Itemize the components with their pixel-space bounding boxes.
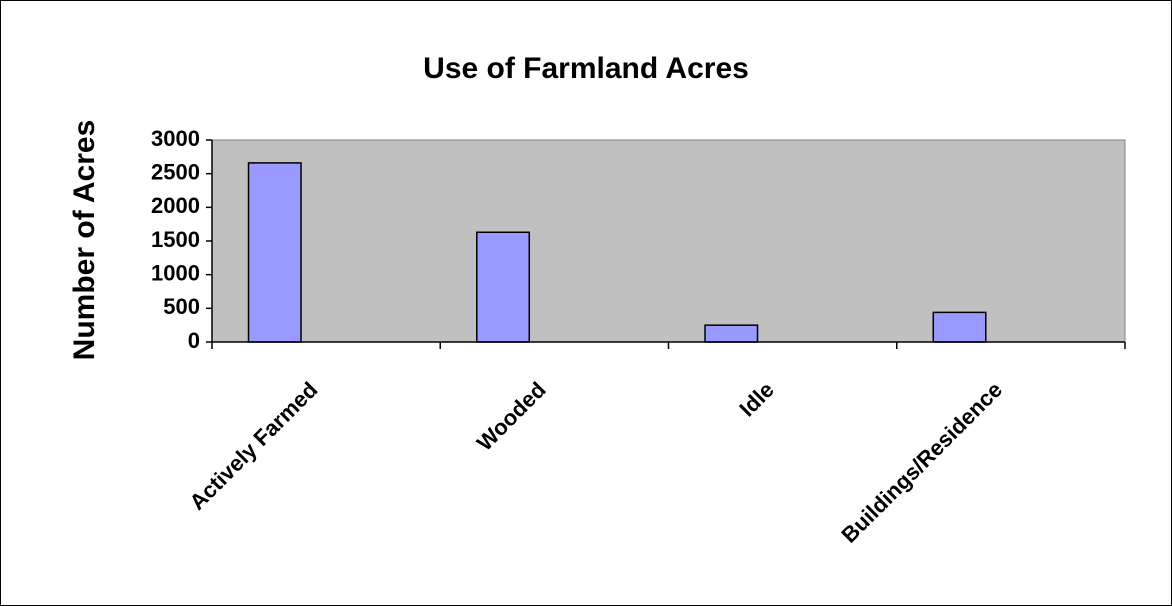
y-tick-label: 3000 [151, 126, 200, 151]
bar [704, 324, 759, 343]
y-tick-label: 1500 [151, 227, 200, 252]
y-tick-label: 500 [163, 294, 200, 319]
y-tick-label: 0 [188, 328, 200, 353]
y-axis-label: Number of Acres [68, 120, 101, 361]
bar [247, 162, 302, 343]
bar [932, 311, 987, 343]
y-tick-label: 1000 [151, 260, 200, 285]
bar [476, 231, 531, 343]
y-tick-label: 2000 [151, 193, 200, 218]
chart-title: Use of Farmland Acres [423, 52, 749, 85]
y-tick-label: 2500 [151, 159, 200, 184]
plot-area [211, 139, 1126, 343]
